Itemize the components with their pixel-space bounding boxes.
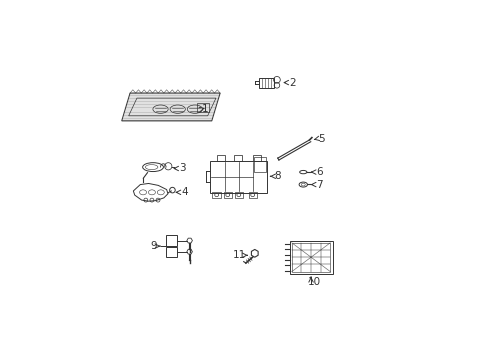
Bar [216, 155, 224, 161]
Bar [291, 243, 329, 271]
Text: 3: 3 [179, 163, 185, 174]
Text: 2: 2 [289, 77, 295, 87]
Text: 1: 1 [202, 104, 208, 114]
Text: 9: 9 [150, 241, 157, 251]
Bar [166, 247, 177, 257]
Bar [248, 192, 256, 198]
Bar [254, 157, 265, 172]
Text: 8: 8 [274, 171, 281, 181]
Text: 4: 4 [181, 187, 187, 197]
Text: 7: 7 [315, 180, 322, 190]
Bar [212, 192, 221, 198]
Bar [223, 192, 231, 198]
Text: 5: 5 [318, 134, 325, 144]
Text: 11: 11 [232, 250, 245, 260]
Bar [289, 240, 332, 274]
Bar [209, 161, 266, 193]
Text: 10: 10 [307, 277, 320, 287]
Bar [252, 155, 261, 161]
Bar [196, 103, 208, 112]
Bar [233, 155, 242, 161]
Bar [166, 235, 177, 246]
Bar [259, 77, 274, 87]
Bar [234, 192, 243, 198]
Text: 6: 6 [315, 167, 322, 177]
